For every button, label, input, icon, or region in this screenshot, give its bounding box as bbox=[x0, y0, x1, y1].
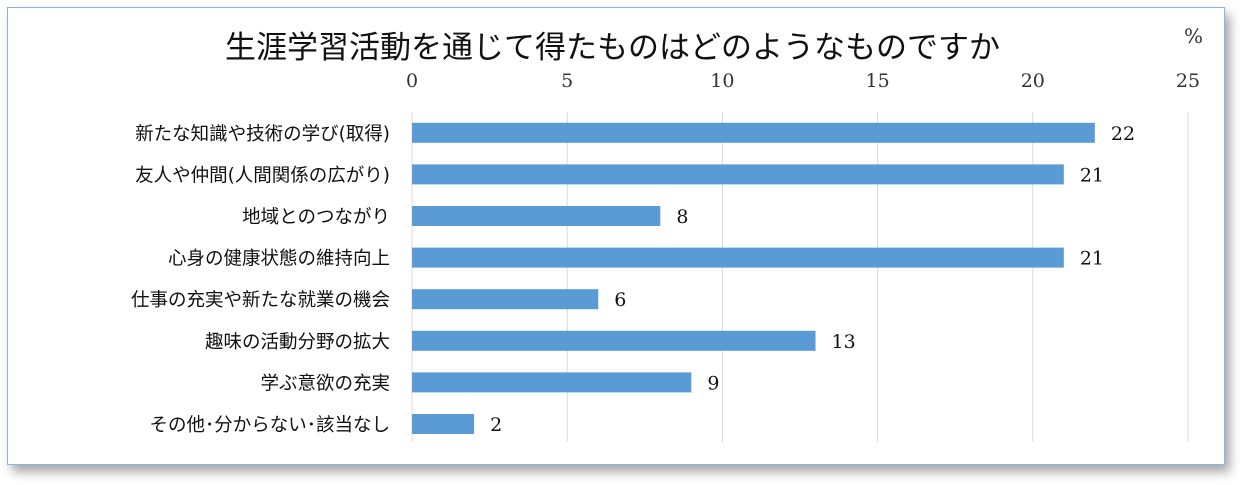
category-label: 友人や仲間(人間関係の広がり) bbox=[135, 165, 390, 186]
data-label: 6 bbox=[614, 289, 626, 311]
category-label: 新たな知識や技術の学び(取得) bbox=[135, 124, 390, 145]
bar bbox=[412, 414, 475, 434]
bars bbox=[412, 122, 1095, 434]
category-label: 学ぶ意欲の充実 bbox=[260, 373, 390, 394]
chart-title: 生涯学習活動を通じて得たものはどのようなものですか bbox=[225, 30, 1000, 66]
bar bbox=[412, 247, 1064, 268]
x-tick-label: 5 bbox=[561, 70, 573, 92]
category-label: 心身の健康状態の維持向上 bbox=[168, 249, 390, 270]
bar bbox=[412, 164, 1064, 185]
category-labels: 新たな知識や技術の学び(取得) 友人や仲間(人間関係の広がり) 地域とのつながり心身… bbox=[131, 124, 390, 436]
category-label: 地域とのつながり bbox=[242, 207, 390, 228]
data-label: 22 bbox=[1111, 123, 1135, 145]
gridlines bbox=[411, 112, 1189, 442]
unit-label: % bbox=[1184, 24, 1204, 48]
category-label: 趣味の活動分野の拡大 bbox=[205, 332, 390, 353]
data-label: 9 bbox=[707, 372, 719, 394]
x-axis-ticks: 0 5 10 15 20 25 bbox=[406, 70, 1200, 92]
data-label: 13 bbox=[832, 331, 856, 353]
x-tick-label: 0 bbox=[406, 70, 418, 92]
x-tick-label: 10 bbox=[710, 70, 734, 92]
data-label: 21 bbox=[1080, 248, 1104, 270]
data-label: 2 bbox=[490, 414, 502, 436]
bar bbox=[412, 372, 692, 393]
data-labels: 22 21 8 21 6 13 9 2 bbox=[490, 123, 1135, 436]
bar bbox=[412, 289, 599, 310]
bar bbox=[412, 122, 1095, 143]
data-label: 21 bbox=[1080, 164, 1104, 186]
bar bbox=[412, 206, 661, 226]
category-label: その他･分からない･該当なし bbox=[149, 415, 390, 436]
x-tick-label: 25 bbox=[1176, 70, 1200, 92]
x-tick-label: 15 bbox=[866, 70, 890, 92]
bar bbox=[412, 330, 816, 351]
data-label: 8 bbox=[676, 206, 688, 228]
x-tick-label: 20 bbox=[1021, 70, 1045, 92]
category-label: 仕事の充実や新たな就業の機会 bbox=[131, 290, 390, 311]
